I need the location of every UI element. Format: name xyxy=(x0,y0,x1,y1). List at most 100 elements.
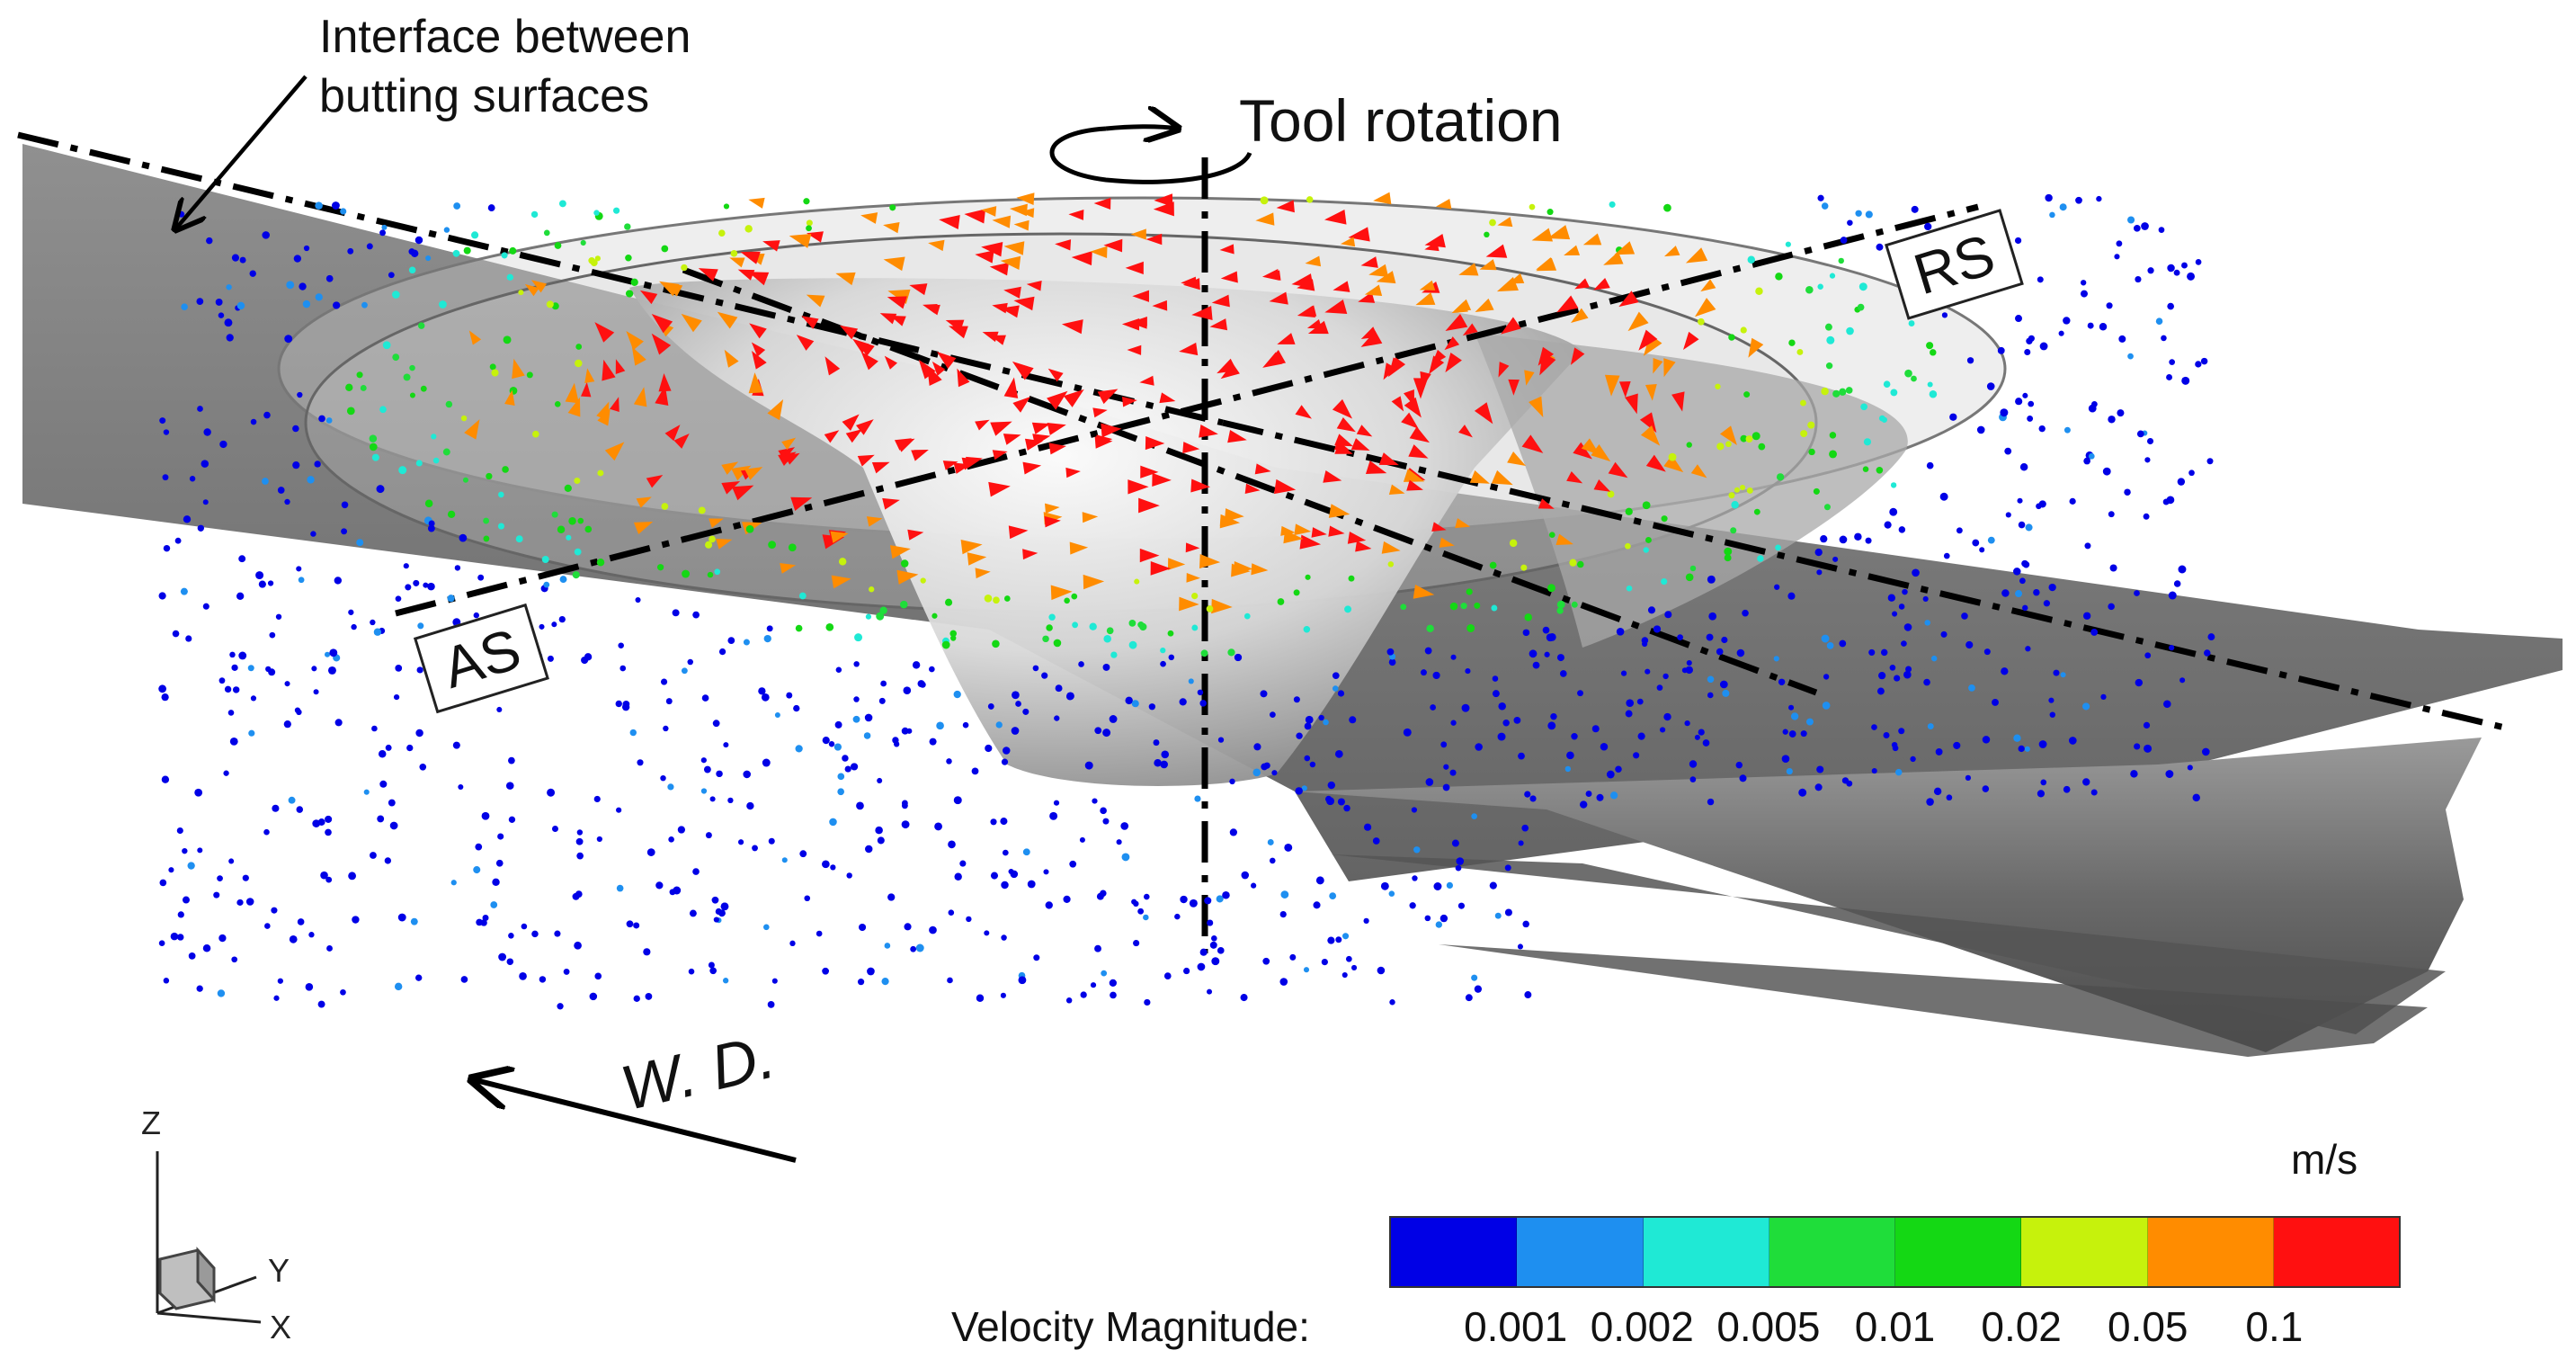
velocity-point xyxy=(622,700,630,708)
velocity-arrow xyxy=(1604,374,1620,397)
velocity-point xyxy=(1757,555,1764,562)
velocity-point xyxy=(1315,876,1324,885)
velocity-point xyxy=(1323,719,1329,726)
velocity-point xyxy=(1902,588,1908,595)
velocity-arrow xyxy=(1263,350,1286,367)
velocity-point xyxy=(625,254,632,262)
velocity-point xyxy=(1524,613,1532,621)
velocity-arrow xyxy=(1045,503,1060,514)
velocity-point xyxy=(1345,955,1352,962)
velocity-arrow xyxy=(1556,295,1579,313)
velocity-point xyxy=(1002,849,1009,856)
velocity-arrow xyxy=(1431,522,1447,532)
velocity-point xyxy=(1556,600,1565,609)
velocity-point xyxy=(1805,285,1814,294)
velocity-point xyxy=(1449,602,1458,611)
velocity-point xyxy=(2118,335,2126,343)
velocity-point xyxy=(1686,442,1692,448)
velocity-point xyxy=(723,742,729,748)
velocity-point xyxy=(715,908,722,915)
velocity-point xyxy=(920,577,926,584)
velocity-point xyxy=(941,640,950,649)
velocity-point xyxy=(1889,665,1896,671)
velocity-point xyxy=(1049,811,1058,820)
velocity-arrow xyxy=(1360,326,1378,339)
velocity-point xyxy=(2188,469,2195,477)
velocity-point xyxy=(1982,736,1991,744)
velocity-point xyxy=(185,635,192,642)
velocity-point xyxy=(551,826,558,832)
velocity-point xyxy=(1821,202,1829,210)
velocity-point xyxy=(713,916,719,923)
velocity-arrow xyxy=(1003,286,1021,299)
velocity-point xyxy=(589,992,598,1001)
velocity-point xyxy=(177,934,184,941)
velocity-point xyxy=(580,239,586,246)
velocity-arrow xyxy=(1291,273,1314,289)
velocity-arrow xyxy=(1154,193,1173,207)
velocity-point xyxy=(1941,312,1948,318)
velocity-point xyxy=(2013,734,2021,742)
velocity-point xyxy=(1101,970,1108,977)
velocity-point xyxy=(859,923,867,932)
velocity-point xyxy=(194,788,203,797)
velocity-point xyxy=(2025,646,2031,652)
velocity-point xyxy=(249,270,256,277)
velocity-point xyxy=(1923,678,1930,686)
velocity-point xyxy=(267,580,274,586)
velocity-point xyxy=(1344,605,1352,613)
velocity-point xyxy=(425,255,432,262)
velocity-point xyxy=(2043,600,2051,607)
velocity-point xyxy=(1892,611,1898,617)
velocity-point xyxy=(1854,532,1862,541)
velocity-point xyxy=(410,917,418,925)
velocity-point xyxy=(1685,666,1693,675)
velocity-point xyxy=(395,595,402,603)
velocity-point xyxy=(884,943,891,949)
velocity-point xyxy=(1293,589,1300,596)
velocity-arrow xyxy=(1276,200,1295,213)
velocity-point xyxy=(2037,276,2044,283)
velocity-point xyxy=(311,666,317,672)
velocity-point xyxy=(1529,203,1536,210)
legend-tick-label: 0.05 xyxy=(2107,1303,2188,1350)
velocity-arrow xyxy=(1347,532,1367,544)
velocity-arrow xyxy=(1748,337,1764,358)
velocity-point xyxy=(984,930,990,936)
velocity-arrow xyxy=(1152,300,1168,311)
velocity-point xyxy=(1544,651,1550,657)
velocity-point xyxy=(1968,684,1975,692)
velocity-point xyxy=(947,977,953,984)
velocity-arrow xyxy=(1305,255,1322,267)
velocity-arrow xyxy=(651,333,672,355)
velocity-point xyxy=(2014,237,2022,245)
velocity-point xyxy=(876,612,885,621)
velocity-point xyxy=(299,282,307,291)
velocity-point xyxy=(709,535,716,543)
velocity-point xyxy=(1520,564,1528,571)
velocity-point xyxy=(663,725,669,732)
velocity-point xyxy=(1600,742,1609,751)
velocity-arrow xyxy=(1153,201,1174,217)
velocity-point xyxy=(277,487,285,494)
velocity-point xyxy=(2038,740,2047,748)
velocity-arrow xyxy=(1012,397,1030,413)
velocity-point xyxy=(508,933,514,939)
velocity-point xyxy=(766,625,773,632)
velocity-arrow xyxy=(602,359,616,381)
velocity-point xyxy=(1229,778,1235,785)
velocity-point xyxy=(950,635,957,641)
velocity-point xyxy=(460,415,468,422)
velocity-point xyxy=(1661,577,1668,586)
velocity-arrow xyxy=(1388,484,1405,495)
velocity-arrow xyxy=(1336,416,1356,433)
velocity-point xyxy=(1102,729,1111,738)
velocity-arrow xyxy=(1132,290,1149,302)
velocity-point xyxy=(2075,196,2082,204)
velocity-point xyxy=(1492,690,1500,698)
velocity-point xyxy=(1388,890,1395,897)
velocity-point xyxy=(369,443,378,452)
velocity-point xyxy=(992,639,1000,648)
velocity-point xyxy=(1168,654,1175,661)
